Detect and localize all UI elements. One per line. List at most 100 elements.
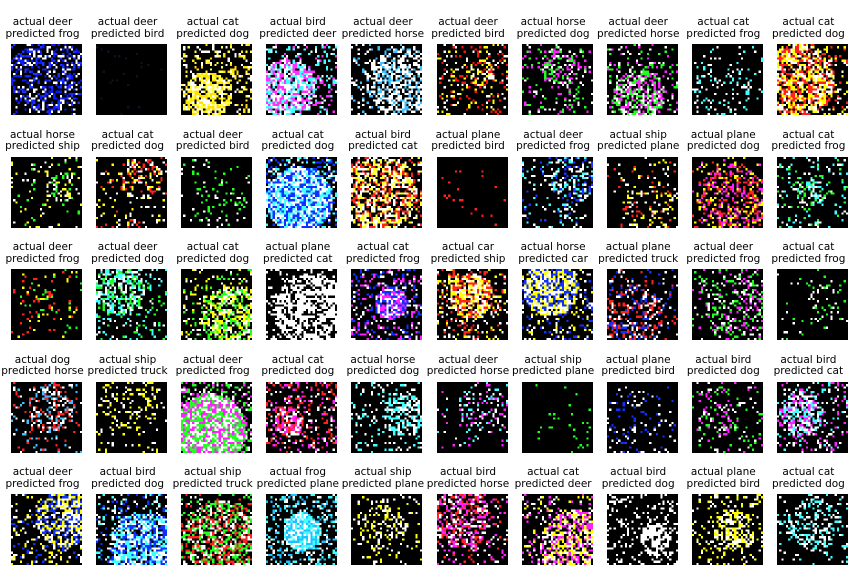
grid-cell: actual deer predicted bird: [85, 0, 170, 115]
cell-caption: actual deer predicted bird: [420, 16, 517, 40]
grid-cell: actual cat predicted frog: [681, 0, 766, 115]
cell-caption: actual horse predicted dog: [505, 16, 602, 40]
grid-cell: actual horse predicted dog: [511, 0, 596, 115]
sample-image: [351, 156, 423, 228]
grid-cell: actual deer predicted frog: [170, 338, 255, 453]
cell-caption: actual cat predicted dog: [164, 16, 261, 40]
grid-cell: actual plane predicted bird: [681, 450, 766, 566]
actual-label: actual cat: [271, 128, 324, 141]
cell-caption: actual bird predicted dog: [675, 353, 772, 378]
cell-caption: actual bird predicted cat: [760, 354, 855, 378]
sample-image: [266, 494, 338, 566]
predicted-label: predicted dog: [601, 477, 675, 490]
grid-cell: actual horse predicted car: [511, 225, 596, 341]
sample-image: [11, 381, 82, 453]
grid-cell: actual cat predicted dog: [255, 113, 340, 228]
cell-caption: actual deer predicted horse: [590, 16, 687, 40]
actual-label: actual horse: [10, 128, 75, 141]
cell-caption: actual cat predicted deer: [505, 467, 602, 490]
predicted-label: predicted frog: [5, 252, 80, 265]
actual-label: actual deer: [182, 128, 243, 141]
grid-cell: actual bird predicted horse: [426, 450, 511, 566]
grid-cell: actual deer predicted bird: [426, 0, 511, 115]
grid-cell: actual ship predicted truck: [170, 450, 255, 566]
actual-label: actual deer: [12, 16, 73, 28]
actual-label: actual ship: [524, 353, 582, 366]
grid-cell: actual car predicted ship: [426, 225, 511, 341]
predicted-label: predicted deer: [514, 477, 592, 490]
actual-label: actual ship: [183, 466, 242, 479]
sample-image: [351, 494, 423, 566]
actual-label: actual deer: [97, 16, 158, 28]
cell-caption: actual ship predicted plane: [334, 467, 431, 490]
predicted-label: predicted plane: [341, 477, 425, 490]
sample-image: [351, 44, 423, 115]
cell-caption: actual plane predicted bird: [420, 129, 517, 153]
actual-label: actual cat: [782, 128, 835, 141]
grid-cell: actual bird predicted dog: [85, 450, 170, 566]
actual-label: actual car: [441, 241, 495, 254]
predicted-label: predicted ship: [5, 140, 80, 153]
grid-cell: actual cat predicted deer: [511, 450, 596, 566]
sample-image: [436, 269, 508, 341]
predicted-label: predicted truck: [598, 252, 679, 265]
grid-cell: actual cat predicted dog: [766, 450, 851, 566]
actual-label: actual plane: [265, 241, 331, 254]
cell-caption: actual deer predicted bird: [79, 16, 176, 40]
grid-cell: actual deer predicted horse: [340, 0, 425, 115]
sample-image: [351, 269, 423, 341]
predicted-label: predicted cat: [263, 252, 333, 265]
predicted-label: predicted dog: [176, 27, 250, 40]
actual-label: actual plane: [690, 466, 756, 479]
predicted-label: predicted dog: [261, 365, 335, 378]
grid-cell: actual dog predicted horse: [0, 338, 85, 453]
cell-caption: actual deer predicted frog: [0, 16, 91, 40]
cell-caption: actual dog predicted horse: [0, 354, 91, 378]
sample-image: [691, 381, 763, 453]
predicted-label: predicted cat: [773, 365, 844, 378]
predicted-label: predicted truck: [172, 477, 253, 490]
grid-cell: actual cat predicted frog: [340, 225, 425, 341]
cell-caption: actual cat predicted dog: [79, 129, 176, 153]
predicted-label: predicted bird: [175, 140, 250, 153]
actual-label: actual horse: [350, 353, 416, 366]
actual-label: actual bird: [695, 353, 752, 366]
predicted-label: predicted cat: [348, 140, 418, 153]
grid-cell: actual bird predicted deer: [255, 0, 340, 115]
sample-image: [436, 156, 508, 228]
sample-image: [691, 44, 763, 115]
sample-image: [691, 156, 763, 228]
actual-label: actual deer: [12, 241, 73, 254]
predicted-label: predicted bird: [90, 27, 165, 40]
cell-caption: actual bird predicted horse: [420, 467, 517, 490]
sample-image: [96, 269, 168, 341]
actual-label: actual bird: [269, 16, 326, 28]
grid-cell: actual cat predicted dog: [255, 338, 340, 453]
grid-cell: actual deer predicted frog: [0, 225, 85, 341]
cell-caption: actual bird predicted deer: [249, 16, 346, 40]
sample-image: [691, 269, 763, 341]
cell-caption: actual ship predicted plane: [590, 129, 687, 153]
sample-image: [436, 44, 508, 115]
grid-cell: actual cat predicted dog: [170, 225, 255, 341]
actual-label: actual bird: [99, 466, 156, 479]
predicted-label: predicted frog: [5, 27, 80, 40]
grid-cell: actual cat predicted frog: [766, 225, 851, 341]
actual-label: actual deer: [97, 241, 158, 254]
predicted-label: predicted frog: [175, 365, 250, 378]
predicted-label: predicted dog: [686, 140, 760, 153]
grid-cell: actual plane predicted bird: [426, 113, 511, 228]
actual-label: actual horse: [520, 16, 586, 28]
sample-image: [776, 381, 848, 453]
predicted-label: predicted truck: [87, 365, 168, 378]
predicted-label: predicted frog: [771, 252, 846, 265]
cell-caption: actual cat predicted dog: [760, 467, 855, 490]
sample-image: [606, 156, 678, 228]
predicted-label: predicted horse: [341, 27, 425, 40]
sample-image: [181, 156, 253, 228]
predicted-label: predicted dog: [91, 140, 165, 153]
actual-label: actual ship: [354, 466, 412, 479]
predicted-label: predicted dog: [516, 27, 590, 40]
actual-label: actual cat: [186, 241, 239, 254]
